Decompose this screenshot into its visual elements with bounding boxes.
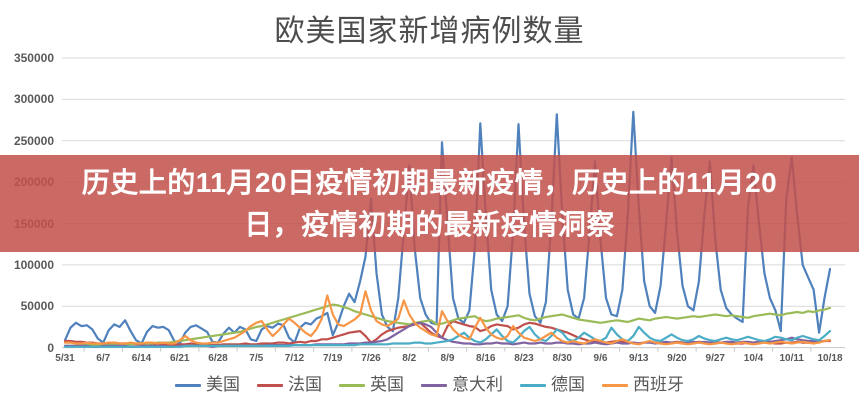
legend-label-france: 法国	[288, 375, 322, 395]
y-axis-label: 350000	[13, 51, 54, 66]
legend-label-germany: 德国	[551, 375, 585, 395]
legend-item-spain: 西班牙	[602, 375, 684, 395]
series-line-spain	[63, 290, 832, 346]
legend-label-italy: 意大利	[452, 375, 503, 395]
x-axis-label: 7/5	[249, 353, 264, 364]
x-axis-label: 9/27	[705, 353, 725, 364]
banner-text-line-2: 日，疫情初期的最新疫情洞察	[244, 208, 615, 240]
banner-text-line-1: 历史上的11月20日疫情初期最新疫情，历史上的11月20	[81, 166, 778, 198]
overlay-banner: 历史上的11月20日疫情初期最新疫情，历史上的11月20 日，疫情初期的最新疫情…	[0, 155, 859, 252]
legend-item-uk: 英国	[339, 375, 404, 395]
x-axis-label: 7/12	[284, 353, 305, 364]
legend-label-spain: 西班牙	[633, 375, 684, 395]
legend-item-germany: 德国	[520, 375, 585, 395]
x-axis-label: 8/2	[402, 353, 417, 364]
legend-swatch-uk	[339, 383, 365, 387]
x-axis-label: 10/4	[743, 353, 764, 364]
x-axis-label: 7/19	[323, 353, 343, 364]
x-axis-label: 8/9	[440, 353, 455, 364]
y-axis-label: 300000	[13, 92, 54, 107]
legend-swatch-italy	[421, 383, 447, 387]
x-axis-label: 6/28	[208, 353, 228, 364]
legend-swatch-germany	[520, 383, 546, 387]
x-axis-label: 8/23	[514, 353, 534, 364]
x-axis-label: 7/26	[361, 353, 381, 364]
y-axis-label: 250000	[13, 133, 54, 148]
legend-swatch-usa	[175, 383, 201, 387]
legend-item-usa: 美国	[175, 375, 240, 395]
x-axis-label: 6/14	[131, 353, 152, 364]
legend-item-italy: 意大利	[421, 375, 503, 395]
x-axis-label: 8/16	[476, 353, 496, 364]
x-axis-label: 10/11	[779, 353, 804, 364]
x-axis-label: 6/21	[170, 353, 190, 364]
chart-legend: 美国 法国 英国 意大利 德国 西班牙	[0, 372, 859, 398]
legend-label-uk: 英国	[370, 375, 404, 395]
x-axis-label: 5/31	[55, 353, 75, 364]
y-axis-label: 0	[47, 340, 54, 355]
x-axis-label: 9/20	[667, 353, 687, 364]
x-axis-label: 6/7	[96, 353, 111, 364]
legend-swatch-spain	[602, 383, 628, 387]
x-axis-label: 10/18	[817, 353, 843, 364]
legend-item-france: 法国	[257, 375, 322, 395]
chart-title: 欧美国家新增病例数量	[274, 14, 585, 49]
y-axis-label: 100000	[13, 257, 54, 272]
x-axis-label: 9/13	[629, 353, 649, 364]
y-axis-label: 50000	[20, 299, 54, 314]
x-axis-label: 8/30	[552, 353, 572, 364]
x-axis-label: 9/6	[593, 353, 608, 364]
legend-label-usa: 美国	[206, 375, 240, 395]
series-line-germany	[63, 325, 832, 348]
legend-swatch-france	[257, 383, 283, 387]
